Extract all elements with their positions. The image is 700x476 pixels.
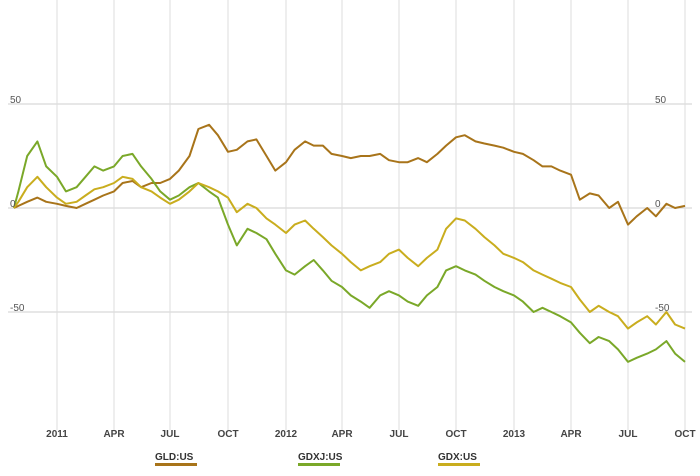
x-tick-label: 2012: [275, 429, 298, 440]
y-tick-label-right: 50: [655, 95, 667, 106]
x-tick-label: APR: [103, 429, 125, 440]
series-line-gld-us: [13, 123, 686, 226]
x-tick-label: OCT: [445, 429, 466, 440]
x-tick-label: JUL: [390, 429, 409, 440]
y-tick-label-right: -50: [655, 303, 670, 314]
x-tick-label: JUL: [619, 429, 638, 440]
x-tick-label: 2011: [46, 429, 68, 440]
legend-label: GDXJ:US: [298, 452, 343, 463]
y-tick-label-left: 50: [10, 95, 22, 106]
y-tick-label-left: 0: [10, 199, 16, 210]
legend-swatch: [155, 463, 197, 466]
x-tick-label: OCT: [674, 429, 695, 440]
series-line-gdxj-us: [12, 140, 686, 363]
legend-label: GLD:US: [155, 452, 194, 463]
series-line-gdx-us: [13, 175, 686, 330]
legend-swatch: [298, 463, 340, 466]
x-tick-label: 2013: [503, 429, 526, 440]
y-tick-label-right: 0: [655, 199, 661, 210]
x-tick-label: APR: [331, 429, 353, 440]
legend-label: GDX:US: [438, 452, 477, 463]
y-tick-label-left: -50: [10, 303, 25, 314]
x-tick-label: JUL: [161, 429, 180, 440]
x-tick-label: APR: [560, 429, 582, 440]
x-tick-label: OCT: [217, 429, 238, 440]
legend-swatch: [438, 463, 480, 466]
